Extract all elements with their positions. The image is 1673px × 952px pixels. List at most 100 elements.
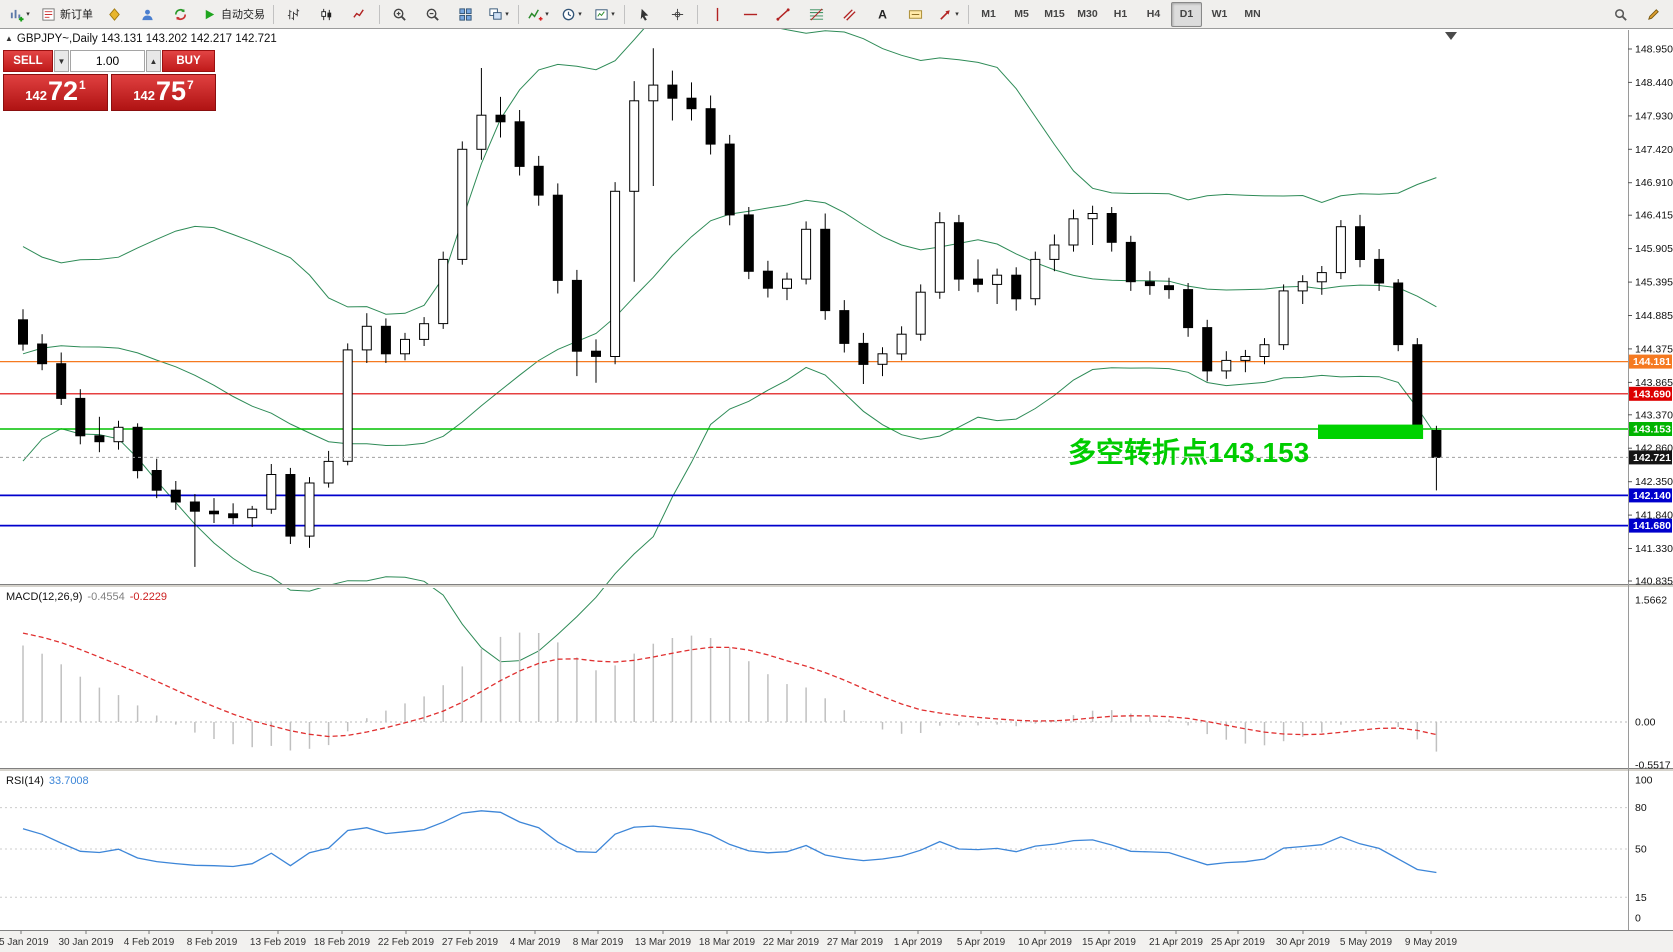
timeframe-w1[interactable]: W1 <box>1204 2 1235 27</box>
price-axis-tick: 148.440 <box>1635 77 1673 89</box>
candle <box>170 489 181 503</box>
periods-button[interactable]: ▾ <box>556 2 587 27</box>
sell-price[interactable]: 142 72 1 <box>3 74 108 111</box>
refresh-button[interactable] <box>165 2 196 27</box>
horizontal-line-button[interactable] <box>735 2 766 27</box>
indicators-button[interactable]: ▾ <box>523 2 554 27</box>
toolbar-separator <box>379 4 380 24</box>
community-button[interactable] <box>132 2 163 27</box>
autotrading-button[interactable]: 自动交易 <box>198 2 269 27</box>
candle <box>228 513 239 519</box>
one-click-panel-toggle-icon[interactable]: ▲ <box>5 34 13 43</box>
panel-splitter[interactable] <box>0 768 1673 772</box>
price-tag-label: 142.721 <box>1633 452 1671 464</box>
buy-price-base: 142 <box>133 88 155 103</box>
candle <box>419 323 430 340</box>
chevron-down-icon: ▾ <box>545 11 549 18</box>
arrows-button[interactable]: ▾ <box>933 2 964 27</box>
mql5-button[interactable] <box>99 2 130 27</box>
candle <box>667 84 678 99</box>
panel-splitter[interactable] <box>0 584 1673 588</box>
volume-decrease-button[interactable]: ▼ <box>54 50 69 72</box>
textA-icon: A <box>875 7 890 22</box>
macd-axis-tick: 1.5662 <box>1635 595 1667 607</box>
toolbar-separator <box>273 4 274 24</box>
cascade-windows-button[interactable]: ▾ <box>483 2 514 27</box>
search-button[interactable] <box>1605 2 1636 27</box>
timeframe-h1[interactable]: H1 <box>1105 2 1136 27</box>
edit-button[interactable] <box>1638 2 1669 27</box>
fibonacci-button[interactable] <box>801 2 832 27</box>
trendline-button[interactable] <box>768 2 799 27</box>
candle <box>571 279 582 352</box>
rsi-line <box>22 810 1437 874</box>
timeframe-m30[interactable]: M30 <box>1072 2 1103 27</box>
volume-input[interactable] <box>70 50 145 72</box>
chart-shift-marker[interactable] <box>1445 32 1457 40</box>
candle <box>380 325 391 355</box>
templates-button[interactable]: ▾ <box>589 2 620 27</box>
new-order-button[interactable]: 新订单 <box>37 2 97 27</box>
buy-price[interactable]: 142 75 7 <box>111 74 216 111</box>
line-chart-button[interactable] <box>344 2 375 27</box>
volume-increase-button[interactable]: ▲ <box>146 50 161 72</box>
autotrading-button-label: 自动交易 <box>221 9 265 21</box>
candle <box>151 470 162 491</box>
date-axis-label: 15 Apr 2019 <box>1082 937 1136 948</box>
candle <box>992 274 1003 285</box>
price-tag-label: 144.181 <box>1633 356 1671 368</box>
bar-chart-button[interactable] <box>278 2 309 27</box>
crosshair-button[interactable] <box>662 2 693 27</box>
timeframe-h4[interactable]: H4 <box>1138 2 1169 27</box>
timeframe-mn[interactable]: MN <box>1237 2 1268 27</box>
turning-point-rectangle[interactable] <box>1318 424 1424 439</box>
buy-button[interactable]: BUY <box>162 50 215 72</box>
fibo-icon <box>809 7 824 22</box>
timeframe-m1[interactable]: M1 <box>973 2 1004 27</box>
timeframe-d1[interactable]: D1 <box>1171 1 1202 27</box>
candle <box>285 474 296 537</box>
zoom-out-button[interactable] <box>417 2 448 27</box>
rsi-indicator-label: RSI(14) 33.7008 <box>6 775 89 787</box>
person-icon <box>140 7 155 22</box>
rsi-name: RSI(14) <box>6 775 44 787</box>
candle <box>132 426 143 472</box>
price-axis-tick: 145.395 <box>1635 277 1673 289</box>
price-tag-label: 142.140 <box>1633 490 1671 502</box>
candlestick-chart-button[interactable] <box>311 2 342 27</box>
candle <box>209 510 219 515</box>
date-axis-label: 27 Mar 2019 <box>827 937 884 948</box>
price-tag <box>1629 386 1672 401</box>
candles-icon <box>319 7 334 22</box>
order-icon <box>41 7 56 22</box>
sell-button[interactable]: SELL <box>3 50 53 72</box>
timeframe-mn-label: MN <box>1244 8 1261 20</box>
timeframe-m5[interactable]: M5 <box>1006 2 1037 27</box>
price-axis-tick: 145.905 <box>1635 243 1673 255</box>
date-axis-label: 9 May 2019 <box>1405 937 1458 948</box>
candle <box>1412 344 1423 430</box>
date-axis-strip[interactable] <box>0 930 1673 952</box>
price-tag <box>1629 354 1672 369</box>
zoom-in-button[interactable] <box>384 2 415 27</box>
candle <box>648 84 659 102</box>
vline-icon <box>710 7 725 22</box>
equidistant-channel-button[interactable] <box>834 2 865 27</box>
date-axis-label: 4 Feb 2019 <box>124 937 175 948</box>
date-axis-label: 13 Mar 2019 <box>635 937 692 948</box>
candle <box>610 190 621 357</box>
new-chart-button[interactable]: ▾ <box>4 2 35 27</box>
cursor-button[interactable] <box>629 2 660 27</box>
candle <box>839 310 850 344</box>
text-label-button[interactable] <box>900 2 931 27</box>
date-axis-label: 30 Apr 2019 <box>1276 937 1330 948</box>
vertical-line-button[interactable] <box>702 2 733 27</box>
search-icon <box>1613 7 1628 22</box>
chart-plus-icon <box>9 7 24 22</box>
timeframe-m15[interactable]: M15 <box>1039 2 1070 27</box>
new-order-button-label: 新订单 <box>60 9 93 21</box>
chevron-down-icon: ▾ <box>955 11 959 18</box>
text-button[interactable]: A <box>867 2 898 27</box>
tile-windows-button[interactable] <box>450 2 481 27</box>
